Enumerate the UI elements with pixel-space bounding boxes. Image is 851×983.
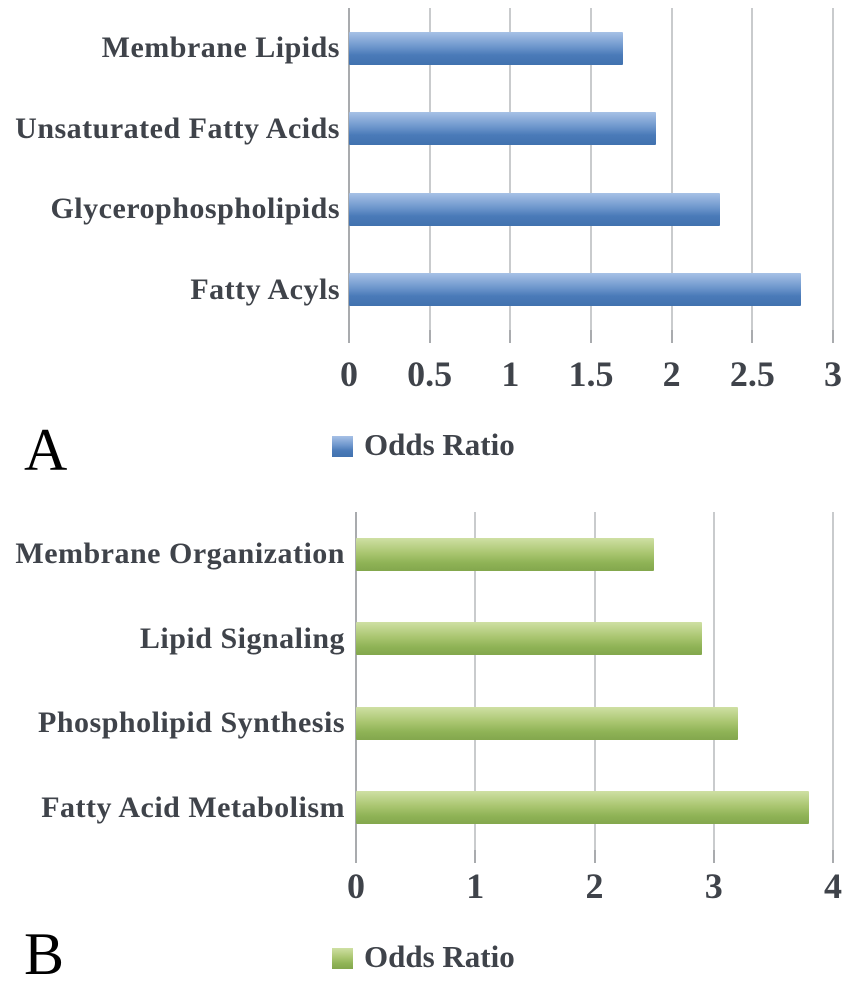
legend-swatch-icon	[332, 948, 353, 970]
legend-label: Odds Ratio	[364, 427, 515, 462]
category-label: Membrane Organization	[15, 537, 345, 571]
axis-tick-label: 3	[704, 866, 723, 906]
axis-tick	[712, 850, 715, 863]
gridline	[590, 8, 592, 330]
axis-tick	[348, 330, 350, 343]
gridline	[474, 512, 477, 850]
gridline	[593, 512, 596, 850]
bar	[349, 112, 656, 146]
gridline	[832, 8, 834, 330]
legend-a: Odds Ratio	[332, 427, 515, 462]
legend-b: Odds Ratio	[332, 939, 515, 974]
axis-tick-label: 2	[585, 866, 604, 906]
category-label: Membrane Lipids	[101, 31, 340, 65]
panel-label-a: A	[24, 417, 68, 483]
category-label: Fatty Acid Metabolism	[41, 790, 345, 824]
axis-tick	[428, 330, 431, 343]
category-label: Fatty Acyls	[190, 272, 340, 306]
gridline	[670, 8, 673, 330]
axis-tick	[832, 330, 834, 343]
axis-tick-label: 0	[347, 866, 365, 906]
gridline	[428, 8, 431, 330]
value-axis-a: 0 0.5 1 1.5 2 2.5 3	[340, 354, 842, 400]
category-label: Glycerophospholipids	[50, 192, 340, 226]
category-label: Unsaturated Fatty Acids	[15, 111, 340, 145]
bar-row	[356, 597, 833, 682]
axis-tick	[509, 330, 512, 343]
bar-row	[349, 169, 833, 250]
bar	[356, 791, 810, 825]
bar-row	[356, 681, 833, 766]
axis-tick	[751, 330, 754, 343]
plot-area-a	[348, 8, 834, 343]
axis-tick	[355, 850, 357, 863]
gridline	[832, 512, 834, 850]
gridline	[355, 512, 357, 850]
bar-row	[349, 89, 833, 170]
axis-tick-label: 1	[466, 866, 485, 906]
axis-tick-label: 4	[824, 866, 842, 906]
gridline	[348, 8, 350, 330]
panel-label-b: B	[24, 921, 65, 983]
axis-tick-label: 2.5	[729, 354, 775, 394]
category-axis-b: Membrane Organization Lipid Signaling Phos…	[0, 512, 345, 850]
axis-tick	[593, 850, 596, 863]
category-axis-a: Membrane Lipids Unsaturated Fatty Acids Gl…	[0, 8, 340, 330]
axis-tick-label: 3	[824, 354, 842, 394]
bar-row	[349, 8, 833, 89]
axis-tick-label: 2	[662, 354, 681, 394]
bar	[349, 31, 624, 65]
bars-container-a	[349, 8, 833, 330]
axis-tick	[590, 330, 592, 343]
axis-tick	[474, 850, 477, 863]
axis-tick-label: 0.5	[407, 354, 453, 394]
axis-tick-label: 1	[501, 354, 520, 394]
bar	[356, 537, 655, 571]
axis-tick-label: 0	[340, 354, 358, 394]
value-axis-b: 0 1 2 3 4	[347, 866, 842, 912]
bar	[356, 706, 738, 740]
gridline	[751, 8, 754, 330]
bar-row	[356, 766, 833, 851]
bar	[349, 273, 801, 307]
gridline	[712, 512, 715, 850]
axis-tick	[670, 330, 673, 343]
plot-area-b	[355, 512, 834, 863]
bars-container-b	[356, 512, 833, 850]
legend-label: Odds Ratio	[364, 939, 515, 974]
axis-tick	[832, 850, 834, 863]
category-label: Phospholipid Synthesis	[38, 706, 345, 740]
bar	[349, 192, 721, 226]
category-label: Lipid Signaling	[139, 621, 345, 655]
bar	[356, 622, 702, 656]
bar-row	[356, 512, 833, 597]
axis-tick-label: 1.5	[568, 354, 614, 394]
bar-row	[349, 250, 833, 331]
gridline	[509, 8, 512, 330]
legend-swatch-icon	[332, 436, 353, 458]
